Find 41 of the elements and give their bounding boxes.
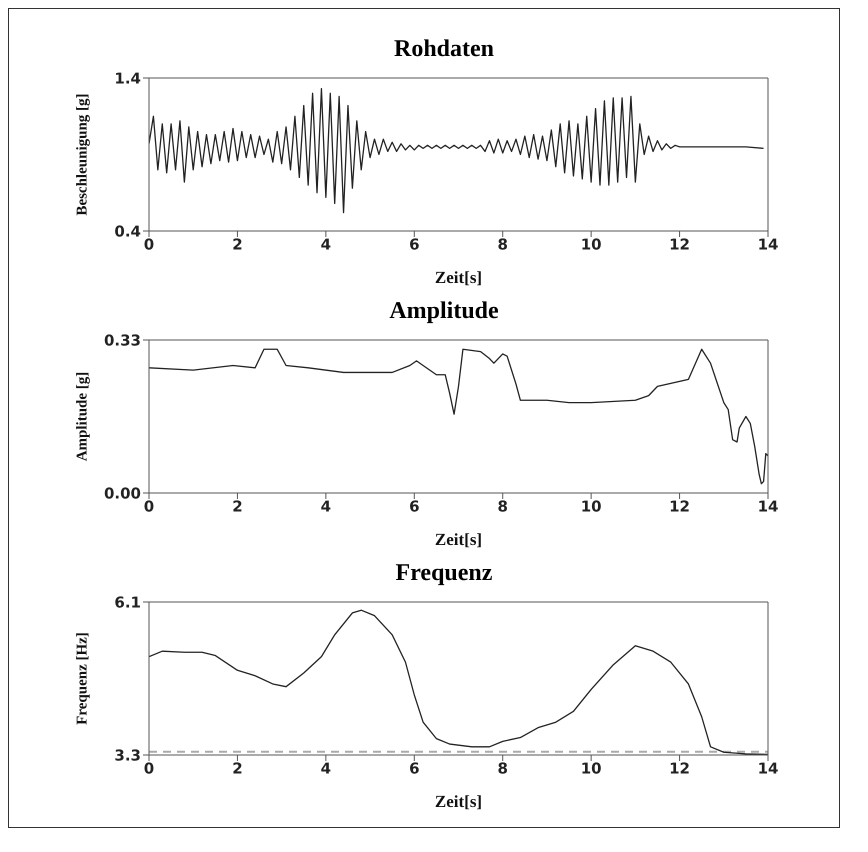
x-tick-label: 6: [409, 760, 420, 778]
x-tick-label: 2: [232, 760, 243, 778]
x-tick-label: 10: [580, 760, 602, 778]
x-axis-title: Zeit[s]: [434, 792, 482, 811]
x-tick-label: 12: [669, 236, 690, 254]
x-axis-title: Zeit[s]: [434, 530, 482, 549]
x-tick-label: 8: [497, 236, 508, 254]
chart-title: Rohdaten: [392, 35, 496, 64]
x-tick-label: 0: [144, 760, 154, 778]
x-tick-label: 10: [580, 498, 602, 516]
chart-title: Frequenz: [394, 559, 494, 588]
x-tick-label: 4: [320, 498, 332, 516]
x-tick-label: 4: [320, 760, 332, 778]
x-tick-label: 8: [497, 498, 508, 516]
line-series: [149, 88, 764, 214]
chart-title: Amplitude: [388, 297, 500, 326]
x-tick-label: 2: [232, 236, 243, 254]
y-tick-label: 3.3: [114, 746, 141, 764]
x-tick-label: 12: [669, 760, 690, 778]
x-tick-label: 8: [497, 760, 508, 778]
y-axis-title: Frequenz [Hz]: [74, 632, 90, 725]
x-tick-label: 6: [409, 498, 420, 516]
x-tick-label: 0: [144, 236, 154, 254]
x-tick-label: 2: [232, 498, 243, 516]
y-tick-label: 0.33: [104, 331, 141, 350]
x-tick-label: 14: [758, 498, 778, 516]
y-tick-label: 0.4: [114, 222, 141, 240]
x-tick-label: 6: [409, 236, 420, 254]
line-series: [149, 348, 768, 484]
y-axis-title: Beschleunigung [g]: [74, 93, 90, 216]
x-tick-label: 14: [758, 236, 778, 254]
x-tick-label: 12: [669, 498, 690, 516]
y-tick-label: 1.4: [114, 69, 141, 88]
y-tick-label: 6.1: [114, 593, 141, 612]
x-tick-label: 0: [144, 498, 154, 516]
y-tick-label: 0.00: [104, 484, 141, 502]
y-axis-title: Amplitude [g]: [74, 372, 90, 462]
x-tick-label: 4: [320, 236, 332, 254]
x-tick-label: 14: [758, 760, 778, 778]
x-axis-title: Zeit[s]: [434, 268, 482, 287]
x-tick-label: 10: [580, 236, 602, 254]
